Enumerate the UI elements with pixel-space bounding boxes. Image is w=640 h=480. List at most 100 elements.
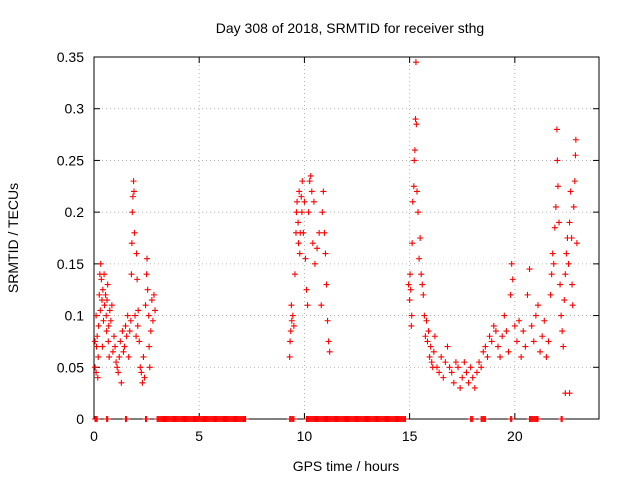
data-point xyxy=(107,317,114,324)
data-point xyxy=(316,229,323,236)
y-tick-label: 0.25 xyxy=(57,152,84,168)
data-point xyxy=(112,343,119,350)
data-point-zero xyxy=(482,416,489,422)
data-point xyxy=(537,348,544,355)
data-point xyxy=(120,348,127,355)
data-point xyxy=(143,271,150,278)
data-point xyxy=(93,312,100,319)
data-point xyxy=(566,219,573,226)
data-point xyxy=(123,333,130,340)
data-point xyxy=(534,302,541,309)
data-point xyxy=(149,317,156,324)
data-point xyxy=(290,322,297,329)
data-point xyxy=(442,359,449,366)
data-point xyxy=(136,338,143,345)
data-point xyxy=(113,359,120,366)
data-point xyxy=(551,224,558,231)
data-point xyxy=(110,333,117,340)
data-point xyxy=(450,379,457,386)
data-point xyxy=(488,338,495,345)
data-point xyxy=(448,369,455,376)
data-point xyxy=(413,121,420,128)
data-point xyxy=(303,286,310,293)
data-point xyxy=(503,328,510,335)
data-point xyxy=(573,240,580,247)
data-point xyxy=(457,384,464,391)
data-point xyxy=(562,271,569,278)
data-point xyxy=(431,333,438,340)
data-point xyxy=(301,198,308,205)
data-point xyxy=(507,291,514,298)
data-point xyxy=(141,374,148,381)
plot-frame xyxy=(93,56,600,420)
data-point xyxy=(122,322,129,329)
data-point xyxy=(324,317,331,324)
y-tick-label: 0.3 xyxy=(65,101,85,117)
data-point xyxy=(558,312,565,319)
data-point xyxy=(129,193,136,200)
data-point xyxy=(444,343,451,350)
data-point xyxy=(405,281,412,288)
data-point xyxy=(425,328,432,335)
data-point xyxy=(134,322,141,329)
data-point xyxy=(295,240,302,247)
data-point xyxy=(322,250,329,257)
data-point xyxy=(471,384,478,391)
data-point xyxy=(412,59,419,66)
data-point xyxy=(95,353,102,360)
data-point xyxy=(298,209,305,216)
data-point xyxy=(124,312,131,319)
x-tick-label: 10 xyxy=(297,428,313,444)
data-point xyxy=(311,260,318,267)
data-point xyxy=(95,322,102,329)
data-point xyxy=(455,364,462,371)
data-point xyxy=(501,312,508,319)
data-point xyxy=(295,219,302,226)
data-point-zero xyxy=(123,416,130,422)
data-point xyxy=(132,312,139,319)
data-point xyxy=(548,271,555,278)
data-point xyxy=(309,240,316,247)
data-point xyxy=(133,250,140,257)
data-point xyxy=(480,348,487,355)
data-point xyxy=(559,328,566,335)
data-point xyxy=(446,364,453,371)
data-point xyxy=(552,203,559,210)
data-point-zero xyxy=(143,416,150,422)
data-point xyxy=(305,209,312,216)
x-axis-label: GPS time / hours xyxy=(293,458,400,474)
data-point xyxy=(289,312,296,319)
data-point xyxy=(409,240,416,247)
data-point xyxy=(495,343,501,350)
data-point xyxy=(92,364,99,371)
data-point xyxy=(294,198,301,205)
data-point xyxy=(146,343,153,350)
chart-title: Day 308 of 2018, SRMTID for receiver sth… xyxy=(216,20,484,36)
data-point xyxy=(293,209,300,216)
data-point xyxy=(438,353,445,360)
data-point xyxy=(418,271,425,278)
data-point xyxy=(291,271,298,278)
data-point xyxy=(130,178,137,185)
data-point xyxy=(135,307,142,314)
data-point xyxy=(147,328,154,335)
data-point-zero xyxy=(402,416,409,422)
data-point xyxy=(484,353,491,360)
data-point xyxy=(415,209,422,216)
data-point xyxy=(426,353,433,360)
data-point xyxy=(541,317,548,324)
data-point xyxy=(99,343,106,350)
data-point xyxy=(97,307,104,314)
data-point xyxy=(134,276,141,283)
data-point xyxy=(407,271,414,278)
grid-lines xyxy=(94,57,599,419)
data-point xyxy=(121,343,128,350)
data-point xyxy=(308,188,315,195)
data-point xyxy=(566,390,573,397)
data-point xyxy=(476,359,483,366)
data-point xyxy=(98,297,105,304)
data-point xyxy=(560,343,567,350)
data-point xyxy=(108,302,115,309)
data-point xyxy=(101,302,108,309)
data-point xyxy=(117,338,124,345)
